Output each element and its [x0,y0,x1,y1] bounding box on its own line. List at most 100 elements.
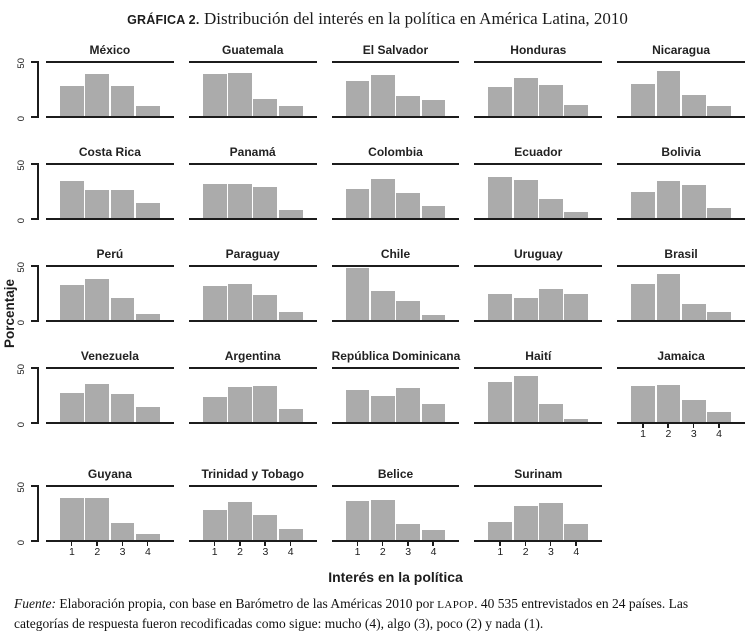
bar [421,530,446,540]
x-tick-mark [499,542,501,546]
bar [656,71,681,116]
x-tick: 2 [514,542,538,558]
bar [396,524,421,540]
y-tick-mark-0 [31,422,37,424]
bar [60,497,84,540]
country-panel: Argentina [188,348,317,440]
bar [656,274,681,320]
bar [488,293,513,320]
country-title: México [89,43,131,57]
bar [421,314,446,320]
x-tick-mark [524,542,527,546]
bar-plot [474,485,603,542]
x-axis-ticks: 1 2 3 4 [474,542,602,558]
bar [564,418,589,422]
bar [656,384,681,422]
x-tick-label: 3 [405,546,412,558]
bar [345,500,370,540]
bar [202,73,227,116]
bar-plot: 50 0 [16,58,174,121]
y-tick-mark-0 [31,540,37,542]
x-tick-mark [407,542,409,546]
country-title: Uruguay [513,247,563,261]
bar [85,190,110,218]
x-tick-label: 1 [211,546,218,558]
x-tick-mark [432,542,434,546]
y-tick-label-0: 0 [16,319,27,325]
x-tick-mark [667,424,669,428]
bar [228,283,252,320]
bar [707,311,731,320]
country-panel: Brasil [617,246,745,322]
country-panel: Guyana 50 0 1 2 3 4 [16,466,174,558]
bar [110,523,135,540]
country-panel: Perú 50 0 [16,246,174,325]
bar [345,81,370,116]
country-title: Chile [380,247,411,261]
bar [421,100,446,116]
x-tick-mark [239,542,241,546]
x-tick-mark [121,542,124,546]
bar [370,499,395,540]
x-tick-mark [289,542,292,546]
country-title: Argentina [224,349,281,363]
x-axis-ticks: 1 2 3 4 [46,542,174,558]
country-panel: Venezuela 50 0 [16,348,174,440]
country-panel: El Salvador [331,42,460,118]
bar [396,388,421,422]
country-title: Bolivia [661,145,701,159]
country-title: Belice [377,467,414,481]
y-tick-mark-0 [31,116,37,118]
bar-plot [474,367,603,424]
bar [707,208,731,218]
country-panel: Costa Rica 50 0 [16,144,174,223]
x-tick-label: 4 [144,546,151,558]
country-title: Jamaica [657,349,705,363]
country-title: Haití [525,349,552,363]
country-title: Trinidad y Tobago [201,467,304,481]
bar [513,506,538,540]
bar [345,268,370,320]
bar [60,393,84,422]
y-tick-mark-50 [31,163,37,165]
y-tick-label-50: 50 [16,482,27,493]
x-tick-label: 3 [262,546,269,558]
bar-plot [188,61,317,118]
x-tick-label: 3 [548,546,554,558]
country-panel: México 50 0 [16,42,174,121]
country-panel: Guatemala [188,42,317,118]
x-tick-label: 4 [573,546,580,558]
y-axis-spine: 50 0 [16,58,39,121]
bar [539,85,563,116]
x-tick-label: 2 [379,546,386,558]
country-title: El Salvador [362,43,429,57]
country-panel: Trinidad y Tobago 1 2 3 4 [188,466,317,558]
x-tick: 3 [396,542,420,558]
bar [421,403,446,422]
bar [513,179,538,218]
bar [631,191,656,218]
small-multiples-grid: México 50 0 Guatemala El Salvador Hondura… [16,42,745,558]
country-title: Guyana [87,467,132,481]
x-tick: 4 [422,542,446,558]
bar-plot [188,265,317,322]
bar-plot [474,163,603,220]
figure-title: GRÁFICA 2. Distribución del interés en l… [0,0,755,29]
country-title: Ecuador [514,145,563,159]
bar [202,510,227,540]
y-tick-label-50: 50 [16,262,27,273]
x-tick-label: 2 [665,428,672,440]
y-axis-spine: 50 0 [16,160,39,223]
x-tick: 2 [657,424,681,440]
y-tick-label-50: 50 [16,364,27,375]
bar [707,412,731,422]
bar [253,187,278,218]
bar [539,289,563,320]
bar [513,297,538,320]
bar-plot: 50 0 [16,364,174,427]
x-tick-mark [381,542,384,546]
bar [228,72,252,116]
bar [110,190,135,218]
bar-plot [617,265,745,322]
bar [539,403,563,422]
